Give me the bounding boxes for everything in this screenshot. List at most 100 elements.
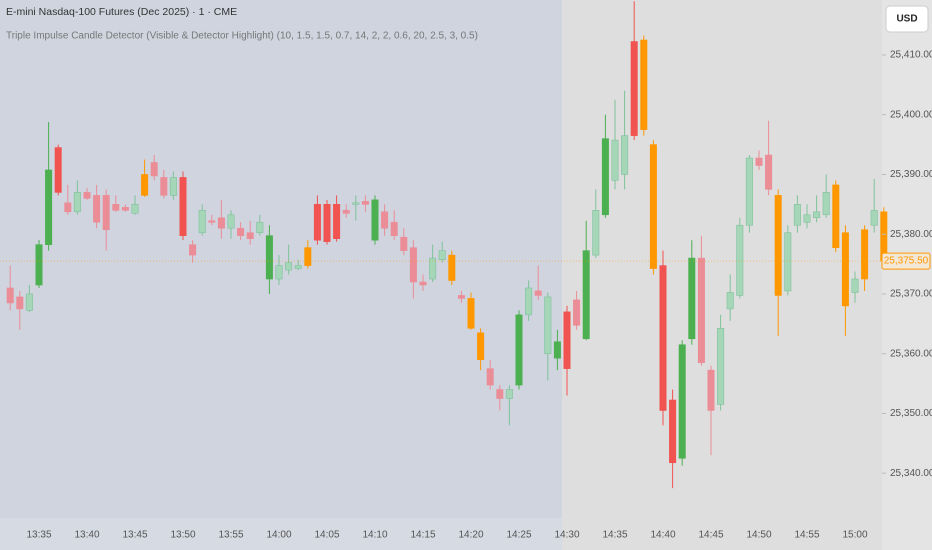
x-tick-label: 14:50 <box>746 530 771 541</box>
candle-body <box>448 254 456 281</box>
currency-label[interactable]: USD <box>896 14 917 25</box>
candle-body <box>841 232 849 307</box>
candle-body <box>16 296 24 310</box>
candle-body <box>457 295 465 299</box>
x-tick-label: 13:35 <box>26 530 51 541</box>
candle-body <box>256 221 264 234</box>
candle-body <box>477 332 485 360</box>
x-tick-label: 14:55 <box>794 530 819 541</box>
price-axis <box>882 0 932 550</box>
y-tick-label: 25,390.00 <box>890 169 932 180</box>
candle-body <box>237 227 245 236</box>
candle-body <box>285 262 293 271</box>
y-tick-label: 25,340.00 <box>890 468 932 479</box>
chart-title: E-mini Nasdaq-100 Futures (Dec 2025) · 1… <box>6 6 237 18</box>
y-tick-label: 25,410.00 <box>890 50 932 61</box>
x-tick-label: 14:45 <box>698 530 723 541</box>
candle-body <box>467 298 475 329</box>
x-tick-label: 13:45 <box>122 530 147 541</box>
candle-body <box>438 250 446 260</box>
candle-body <box>553 341 561 359</box>
candle-body <box>179 177 187 236</box>
candle-body <box>294 265 302 269</box>
candle-body <box>54 147 62 193</box>
candle-body <box>323 204 331 242</box>
candle-body <box>496 389 504 399</box>
plot-area <box>6 1 888 489</box>
candle-body <box>409 247 417 283</box>
candle-body <box>630 41 638 136</box>
candle-body <box>208 220 216 223</box>
candle-body <box>525 287 533 316</box>
candle-body <box>352 202 360 205</box>
highlight-region <box>0 0 562 518</box>
candle-body <box>793 204 801 226</box>
candle-body <box>6 287 14 304</box>
candle-body <box>659 265 667 411</box>
candle-body <box>515 314 523 386</box>
x-tick-label: 14:00 <box>266 530 291 541</box>
last-price-label: 25,375.50 <box>884 256 929 267</box>
candle-body <box>563 311 571 369</box>
candle-body <box>505 389 513 399</box>
candle-body <box>832 184 840 248</box>
candle-body <box>688 257 696 340</box>
x-tick-label: 14:30 <box>554 530 579 541</box>
candle-body <box>93 195 101 223</box>
candle-body <box>755 157 763 166</box>
candle-body <box>717 328 725 405</box>
x-tick-label: 13:40 <box>74 530 99 541</box>
x-tick-label: 14:20 <box>458 530 483 541</box>
candle-body <box>573 299 581 326</box>
candle-body <box>813 211 821 219</box>
candle-body <box>400 236 408 251</box>
x-tick-label: 13:55 <box>218 530 243 541</box>
candle-body <box>621 135 629 175</box>
candle-body <box>227 214 235 229</box>
currency-button[interactable] <box>885 5 929 33</box>
y-tick-label: 25,350.00 <box>890 408 932 419</box>
candle-body <box>784 232 792 292</box>
candle-body <box>102 195 110 231</box>
candle-body <box>726 292 734 310</box>
indicator-label: Triple Impulse Candle Detector (Visible … <box>6 31 478 42</box>
candle-body <box>246 232 254 239</box>
candle-body <box>189 244 197 256</box>
y-tick-label: 25,370.00 <box>890 289 932 300</box>
candle-body <box>217 217 225 229</box>
candle-body <box>313 204 321 241</box>
candle-body <box>736 224 744 296</box>
candle-body <box>265 235 273 280</box>
candle-body <box>592 210 600 256</box>
candle-body <box>640 39 648 130</box>
candle-body <box>131 204 139 214</box>
candle-body <box>361 201 369 205</box>
candle-body <box>611 139 619 181</box>
candle-body <box>304 247 312 266</box>
candle-body <box>697 257 705 363</box>
candle-body <box>371 199 379 241</box>
candle-body <box>198 210 206 234</box>
x-tick-label: 13:50 <box>170 530 195 541</box>
x-tick-label: 14:05 <box>314 530 339 541</box>
candle-body <box>381 211 389 229</box>
candle-body <box>25 293 33 311</box>
candle-body <box>64 202 72 213</box>
x-tick-label: 14:40 <box>650 530 675 541</box>
candle-body <box>45 169 53 245</box>
highlight-region-axis <box>0 518 562 550</box>
y-tick-label: 25,380.00 <box>890 229 932 240</box>
x-tick-label: 14:10 <box>362 530 387 541</box>
candle-body <box>390 221 398 236</box>
candle-body <box>851 278 859 293</box>
candle-body <box>83 192 91 199</box>
candle-body <box>870 210 878 226</box>
y-tick-label: 25,400.00 <box>890 109 932 120</box>
candle-body <box>861 229 869 280</box>
candle-body <box>275 265 283 280</box>
x-tick-label: 14:25 <box>506 530 531 541</box>
candle-body <box>544 296 552 354</box>
candle-body <box>141 174 149 196</box>
